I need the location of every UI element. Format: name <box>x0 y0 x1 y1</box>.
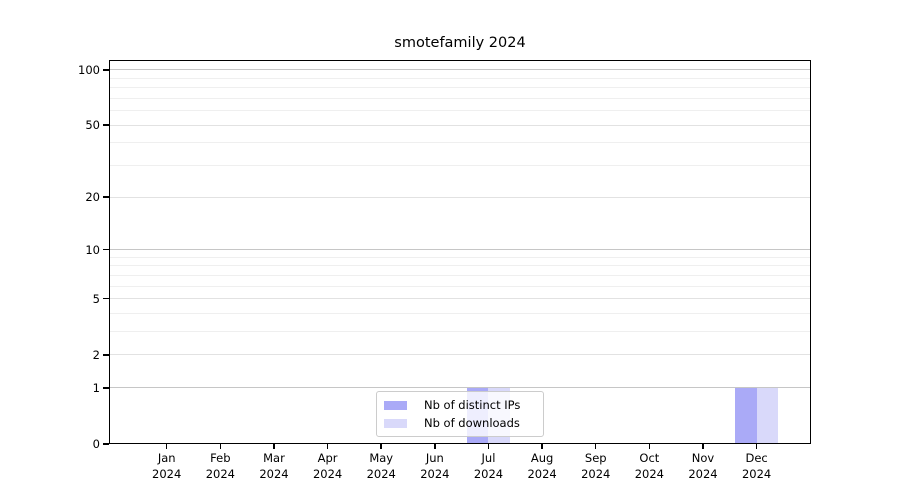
gridline <box>109 354 811 356</box>
x-tick <box>380 444 382 449</box>
y-tick-label: 100 <box>78 62 100 77</box>
x-tick-label-year: 2024 <box>581 466 611 481</box>
gridline <box>109 249 811 251</box>
y-tick <box>103 387 109 389</box>
x-tick-label: Oct 2024 <box>609 451 689 482</box>
y-tick <box>103 354 109 356</box>
x-tick <box>541 444 543 449</box>
x-tick-label: Jan 2024 <box>127 451 207 482</box>
gridline <box>109 313 811 314</box>
gridline <box>109 285 811 287</box>
x-tick <box>165 444 168 449</box>
y-tick <box>103 297 109 300</box>
chart-title: smotefamily 2024 <box>394 35 526 51</box>
y-tick <box>103 443 109 445</box>
plot-area: Nb of distinct IPs Nb of downloads <box>109 60 811 444</box>
x-tick-label-year: 2024 <box>527 466 557 481</box>
gridline <box>109 97 811 99</box>
legend-label-downloads: Nb of downloads <box>424 416 520 430</box>
y-tick-label: 20 <box>85 190 100 205</box>
x-tick-label-month: Mar <box>263 451 285 465</box>
x-tick-label-month: Oct <box>639 451 660 465</box>
gridline <box>109 265 811 267</box>
legend: Nb of distinct IPs Nb of downloads <box>376 391 544 437</box>
x-tick <box>273 444 275 449</box>
gridline <box>109 77 811 79</box>
x-tick <box>434 444 436 449</box>
y-tick <box>103 196 109 198</box>
x-tick-label-year: 2024 <box>312 466 343 481</box>
gridline <box>109 256 811 258</box>
x-tick-label-year: 2024 <box>634 466 664 481</box>
y-tick-label: 0 <box>92 437 100 451</box>
y-tick <box>103 248 109 251</box>
y-tick <box>103 69 109 71</box>
x-tick-label-year: 2024 <box>259 466 289 481</box>
x-tick-label-year: 2024 <box>741 466 772 481</box>
gridline <box>109 298 811 300</box>
y-tick <box>103 124 109 126</box>
gridline <box>109 331 811 333</box>
x-tick-label-month: Sep <box>584 451 607 465</box>
x-tick-label-year: 2024 <box>473 466 504 481</box>
x-tick <box>487 444 490 449</box>
bar-downloads-dec <box>756 387 778 444</box>
x-tick-label-month: Jun <box>425 451 444 465</box>
gridline <box>109 274 811 276</box>
x-tick-label-year: 2024 <box>205 466 235 481</box>
x-tick-label-year: 2024 <box>366 466 396 481</box>
y-tick-label: 50 <box>85 118 100 133</box>
gridline <box>109 165 811 167</box>
gridline <box>109 110 811 112</box>
legend-swatch-downloads <box>384 418 407 428</box>
x-tick <box>326 444 329 449</box>
x-tick-label: May 2024 <box>341 451 421 482</box>
x-tick-label-month: Jul <box>481 451 496 465</box>
x-tick-label-year: 2024 <box>688 466 718 481</box>
y-tick-label: 5 <box>92 291 100 306</box>
legend-swatch-distinct-ips <box>384 400 407 410</box>
x-tick-label: Feb 2024 <box>180 451 260 482</box>
x-tick <box>648 444 651 449</box>
x-tick <box>219 444 222 449</box>
legend-entry-downloads: Nb of downloads <box>384 414 537 432</box>
x-tick-label-month: Apr <box>317 451 338 465</box>
x-tick-label: Dec 2024 <box>717 451 797 482</box>
x-tick-label: Aug 2024 <box>502 451 582 482</box>
y-tick-label: 1 <box>92 380 100 395</box>
x-tick-label: Nov 2024 <box>663 451 743 482</box>
x-tick <box>702 444 704 449</box>
x-tick-label-month: Feb <box>210 451 231 465</box>
x-tick-label-month: Aug <box>530 451 554 465</box>
x-tick-label: Jul 2024 <box>448 451 528 482</box>
gridline <box>109 196 811 198</box>
y-tick-label: 10 <box>85 242 100 257</box>
x-tick <box>755 444 758 449</box>
legend-entry-distinct-ips: Nb of distinct IPs <box>384 396 537 414</box>
x-tick-label-month: May <box>369 451 394 465</box>
x-tick-label-month: Nov <box>691 451 715 465</box>
x-tick-label: Apr 2024 <box>288 451 368 482</box>
gridline <box>109 142 811 144</box>
gridline <box>109 87 811 89</box>
x-tick-label-month: Dec <box>745 451 768 465</box>
x-tick-label: Sep 2024 <box>556 451 636 482</box>
y-tick-label: 2 <box>92 347 100 362</box>
x-tick-label: Jun 2024 <box>395 451 475 482</box>
gridline <box>109 387 811 389</box>
x-tick-label-month: Jan <box>157 451 176 465</box>
x-tick-label-year: 2024 <box>152 466 182 481</box>
legend-label-distinct-ips: Nb of distinct IPs <box>424 398 521 412</box>
x-tick-label: Mar 2024 <box>234 451 314 482</box>
gridline <box>109 69 811 71</box>
gridline <box>109 124 811 126</box>
x-tick <box>594 444 597 449</box>
bar-distinct-ips-dec <box>735 387 757 444</box>
x-tick-label-year: 2024 <box>420 466 450 481</box>
